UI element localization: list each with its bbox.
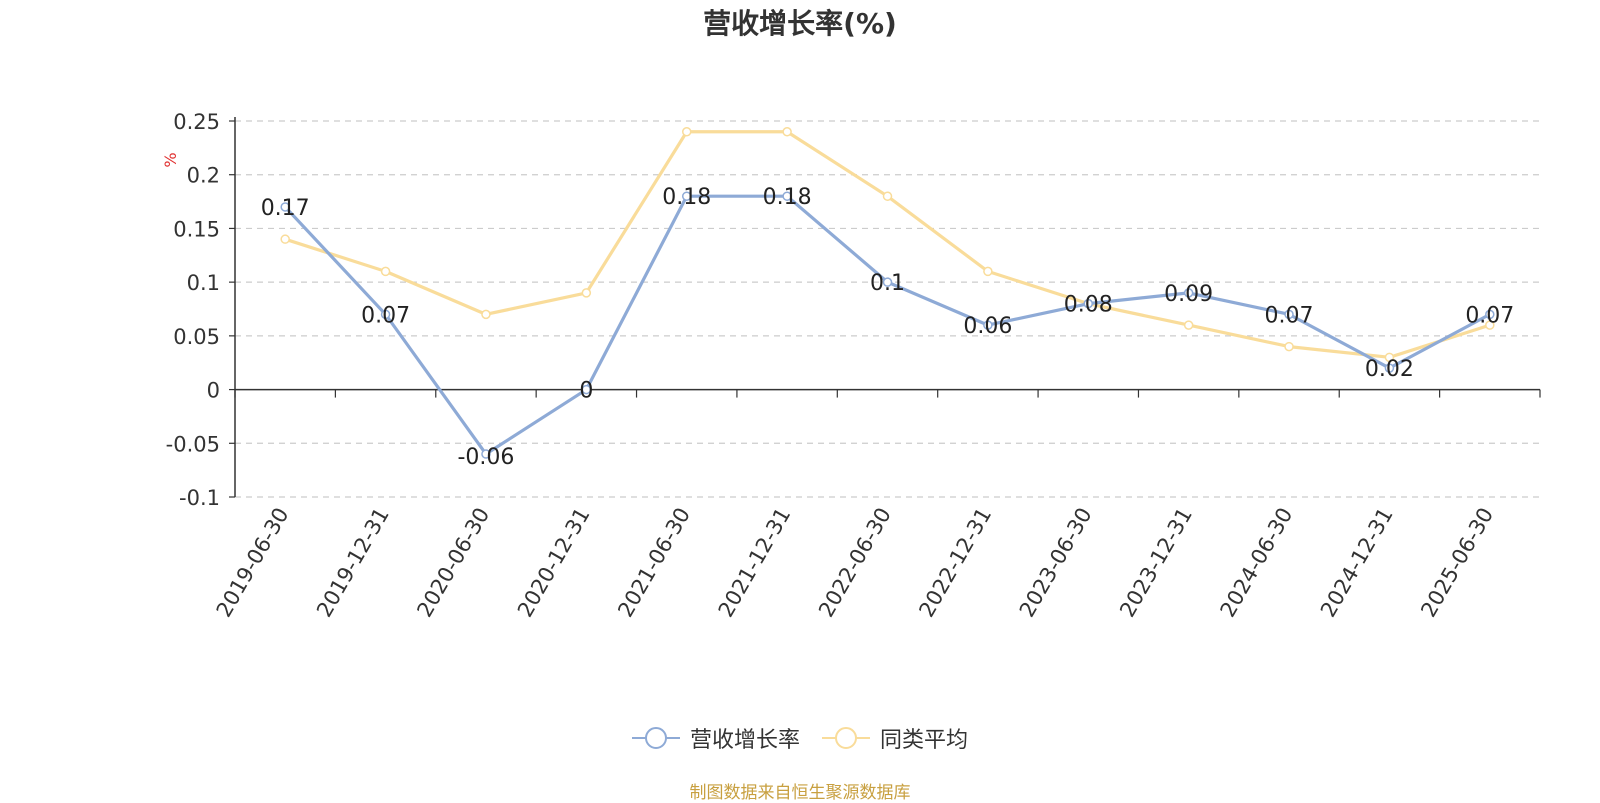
x-tick-label: 2021-12-31 [714, 504, 796, 622]
data-point [1083, 298, 1094, 309]
x-tick-label: 2023-06-30 [1015, 504, 1097, 622]
y-tick-label: -0.1 [179, 486, 220, 510]
x-tick-label: 2019-06-30 [212, 504, 294, 622]
data-point [882, 277, 893, 287]
data-point [782, 191, 792, 201]
x-tick-label: 2019-12-31 [312, 504, 394, 622]
data-label: 0.18 [662, 185, 711, 210]
data-point [681, 191, 692, 201]
data-point [1485, 320, 1495, 330]
x-tick-label: 2024-12-31 [1316, 504, 1398, 622]
data-point [280, 234, 290, 244]
x-tick-label: 2022-06-30 [814, 504, 896, 622]
data-label: 0.02 [1365, 357, 1414, 382]
grid-lines [235, 120, 1540, 498]
data-label: 0.09 [1164, 282, 1213, 307]
y-tick-labels: 0.25 0.2 0.15 0.1 0.05 0 -0.05 -0.1 [166, 110, 220, 510]
series-lines [280, 126, 1495, 459]
data-point [280, 202, 290, 212]
data-point [481, 449, 491, 459]
data-point [882, 191, 893, 201]
source-note: 制图数据来自恒生聚源数据库 [689, 783, 911, 803]
x-tick-label: 2024-06-30 [1216, 504, 1298, 622]
data-point [1485, 309, 1495, 320]
y-axis-unit-label: % [161, 152, 180, 167]
data-point [782, 126, 792, 137]
legend-label-revenue-growth: 营收增长率 [689, 728, 800, 753]
data-point [481, 309, 491, 320]
data-point [380, 266, 391, 277]
data-label: 0.07 [361, 303, 410, 328]
data-point [1183, 320, 1194, 330]
legend-item-peer-average[interactable]: 同类平均 [822, 722, 968, 754]
data-point [380, 309, 391, 320]
data-point [581, 288, 592, 298]
data-point [681, 126, 692, 137]
x-tick-label: 2022-12-31 [914, 504, 996, 622]
x-tick-label: 2020-12-31 [513, 504, 595, 622]
data-labels: 0.17 0.07 -0.06 0 0.18 0.18 0.1 0.06 0.08 0.09 0.0… [261, 185, 1515, 470]
data-point [1384, 363, 1395, 373]
axes [229, 117, 1541, 498]
y-tick-label: 0.15 [173, 217, 220, 241]
data-point [1384, 352, 1395, 363]
data-label: 0 [579, 379, 593, 404]
data-point [1183, 288, 1194, 298]
x-tick-labels: 2019-06-30 2019-12-31 2020-06-30 2020-12-31… [212, 504, 1498, 622]
legend-swatch-peer-average [822, 727, 870, 749]
legend-item-revenue-growth[interactable]: 营收增长率 [631, 722, 800, 754]
legend: 营收增长率 同类平均 [0, 722, 1600, 754]
x-tick-label: 2025-06-30 [1416, 504, 1498, 622]
y-tick-label: 0.25 [173, 110, 220, 134]
data-label: 0.07 [1265, 303, 1314, 328]
data-point [983, 320, 993, 330]
y-tick-label: 0.05 [173, 325, 220, 349]
data-point [581, 384, 592, 395]
data-label: 0.18 [763, 185, 812, 210]
x-tick-label: 2021-06-30 [613, 504, 695, 622]
data-label: -0.06 [457, 445, 514, 470]
data-point [1284, 309, 1294, 320]
legend-swatch-revenue-growth [631, 727, 680, 749]
data-point [983, 266, 993, 277]
data-label: 0.06 [963, 314, 1012, 339]
y-tick-label: 0.1 [187, 271, 220, 295]
data-label: 0.08 [1064, 293, 1113, 318]
x-tick-label: 2020-06-30 [412, 504, 494, 622]
y-tick-label: -0.05 [166, 432, 220, 456]
legend-label-peer-average: 同类平均 [880, 728, 969, 753]
x-tick-label: 2023-12-31 [1115, 504, 1197, 622]
y-tick-label: 0.2 [187, 164, 220, 188]
data-point [1284, 341, 1294, 352]
chart-title: 营收增长率(%) [703, 7, 897, 40]
data-label: 0.17 [261, 196, 310, 221]
data-label: 0.1 [870, 271, 905, 296]
y-tick-label: 0 [207, 379, 220, 403]
data-label: 0.07 [1465, 303, 1514, 328]
